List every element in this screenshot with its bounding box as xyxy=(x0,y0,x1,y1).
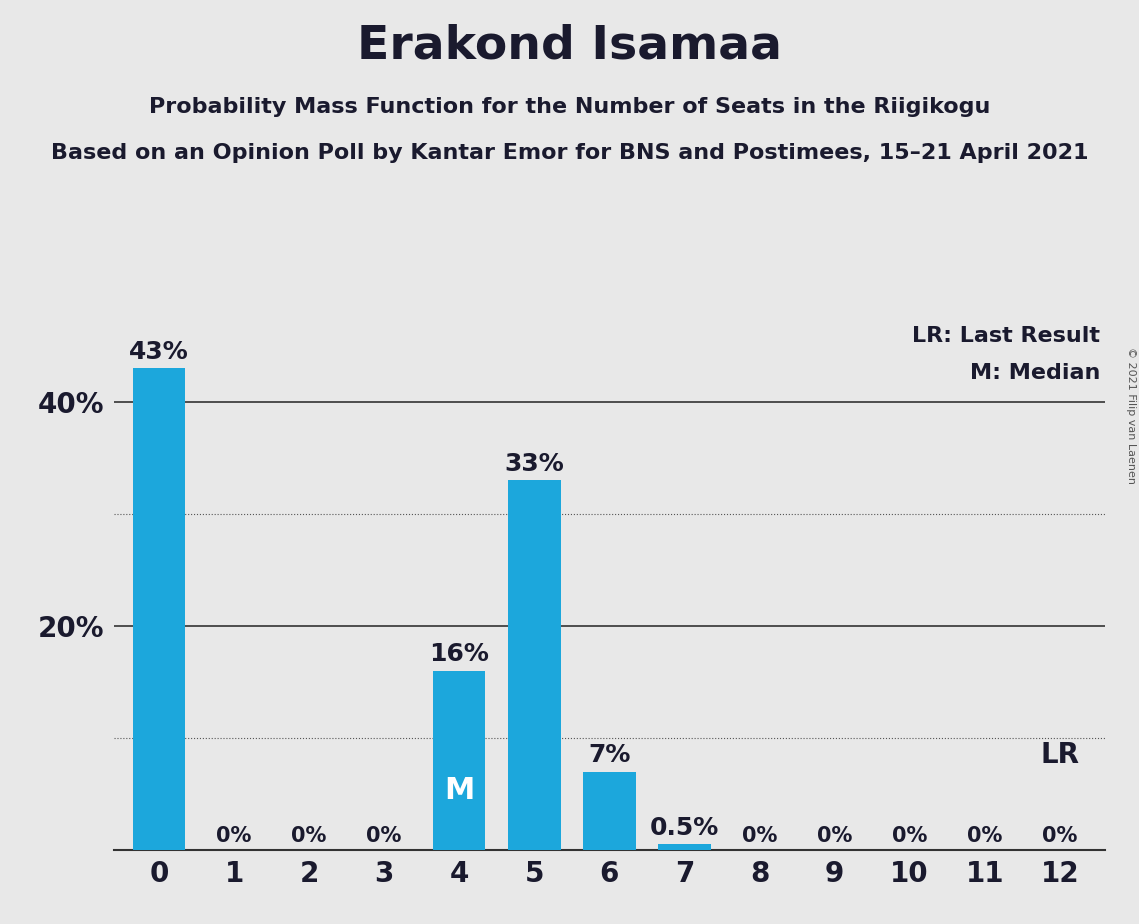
Text: LR: Last Result: LR: Last Result xyxy=(912,326,1100,346)
Bar xyxy=(583,772,636,850)
Text: Erakond Isamaa: Erakond Isamaa xyxy=(357,23,782,68)
Text: 33%: 33% xyxy=(505,452,564,476)
Text: 0%: 0% xyxy=(367,826,402,845)
Text: 0%: 0% xyxy=(741,826,777,845)
Text: Based on an Opinion Poll by Kantar Emor for BNS and Postimees, 15–21 April 2021: Based on an Opinion Poll by Kantar Emor … xyxy=(51,143,1088,164)
Text: M: M xyxy=(444,776,475,805)
Bar xyxy=(132,369,186,850)
Text: © 2021 Filip van Laenen: © 2021 Filip van Laenen xyxy=(1126,347,1136,484)
Text: 0.5%: 0.5% xyxy=(650,816,719,840)
Text: 0%: 0% xyxy=(216,826,252,845)
Text: 0%: 0% xyxy=(1042,826,1077,845)
Bar xyxy=(508,480,560,850)
Bar xyxy=(658,845,711,850)
Text: 43%: 43% xyxy=(129,340,189,364)
Text: LR: LR xyxy=(1040,741,1080,770)
Text: 0%: 0% xyxy=(292,826,327,845)
Text: 7%: 7% xyxy=(588,743,631,767)
Text: 0%: 0% xyxy=(892,826,927,845)
Bar xyxy=(433,671,485,850)
Text: Probability Mass Function for the Number of Seats in the Riigikogu: Probability Mass Function for the Number… xyxy=(149,97,990,117)
Text: 0%: 0% xyxy=(967,826,1002,845)
Text: 16%: 16% xyxy=(429,642,489,666)
Text: M: Median: M: Median xyxy=(969,363,1100,383)
Text: 0%: 0% xyxy=(817,826,852,845)
